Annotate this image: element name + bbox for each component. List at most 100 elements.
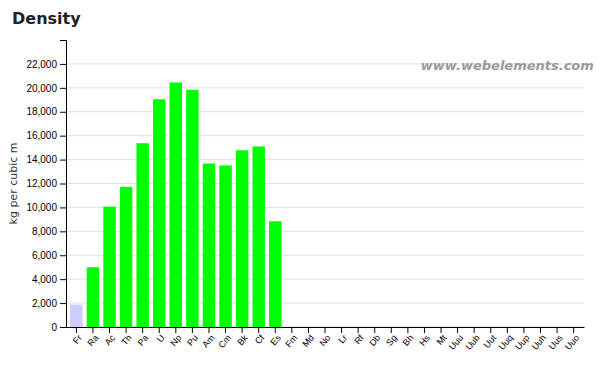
- tick-label: Uuu: [447, 333, 465, 352]
- tick-label: Np: [168, 333, 183, 348]
- tick-mark: [507, 327, 508, 333]
- tick-mark: [424, 327, 425, 333]
- tick-label: Uub: [464, 333, 482, 352]
- tick-label: 2,000: [32, 298, 57, 309]
- tick-mark: [407, 327, 408, 333]
- tick-label: 14,000: [26, 154, 57, 165]
- tick-label: Uuh: [530, 333, 548, 352]
- tick-mark: [242, 327, 243, 333]
- tick-label: 12,000: [26, 178, 57, 189]
- tick: 12,000: [26, 178, 66, 189]
- grid-line: [66, 111, 584, 112]
- tick: No: [318, 327, 333, 348]
- tick-mark: [60, 160, 66, 161]
- tick: Rf: [352, 327, 366, 346]
- bar: [302, 327, 314, 328]
- tick: Np: [168, 327, 183, 348]
- tick: 22,000: [26, 59, 66, 70]
- bar: [153, 99, 165, 327]
- bar: [369, 327, 381, 328]
- tick-mark: [358, 327, 359, 333]
- tick: Uub: [464, 327, 482, 352]
- tick: Fm: [283, 327, 299, 349]
- tick-mark: [92, 327, 93, 333]
- tick-label: No: [318, 333, 333, 348]
- tick-mark: [291, 327, 292, 333]
- grid-line: [66, 87, 584, 88]
- bar: [103, 207, 115, 327]
- bar: [236, 150, 248, 327]
- tick-label: Fr: [71, 333, 84, 346]
- grid-line: [66, 135, 584, 136]
- tick: Uuh: [530, 327, 548, 352]
- bar: [418, 327, 430, 328]
- tick: Uuq: [497, 327, 515, 352]
- tick-mark: [308, 327, 309, 333]
- tick-mark: [523, 327, 524, 333]
- tick-label: Pu: [185, 333, 200, 348]
- tick-mark: [258, 327, 259, 333]
- y-axis: 02,0004,0006,0008,00010,00012,00014,0001…: [26, 41, 66, 333]
- tick: Lr: [336, 327, 349, 345]
- chart: FrRaAcThPaUNpPuAmCmBkCfEsFmMdNoLrRfDbSgB…: [0, 0, 600, 371]
- tick-label: Es: [268, 332, 283, 347]
- tick-mark: [573, 327, 574, 333]
- tick-label: Sg: [384, 333, 399, 348]
- tick: Uuu: [447, 327, 465, 352]
- axis-line: [60, 41, 67, 328]
- bar: [136, 143, 148, 327]
- tick-label: Uuo: [563, 333, 581, 352]
- tick: Pa: [136, 327, 151, 348]
- tick: 16,000: [26, 130, 66, 141]
- bar: [534, 327, 546, 328]
- bar: [435, 327, 447, 328]
- tick-label: 0: [51, 322, 57, 333]
- tick-mark: [225, 327, 226, 333]
- tick-mark: [60, 64, 66, 65]
- tick-label: Fm: [283, 333, 299, 349]
- tick-mark: [490, 327, 491, 333]
- bar: [567, 327, 579, 328]
- tick-mark: [275, 327, 276, 333]
- tick-mark: [126, 327, 127, 333]
- tick-mark: [325, 327, 326, 333]
- bar: [186, 90, 198, 327]
- tick-mark: [457, 327, 458, 333]
- bar: [120, 187, 132, 327]
- bar: [385, 327, 397, 328]
- bar: [70, 305, 82, 327]
- tick-mark: [60, 279, 66, 280]
- tick-label: 10,000: [26, 202, 57, 213]
- tick-mark: [208, 327, 209, 333]
- tick-mark: [540, 327, 541, 333]
- tick: Bh: [401, 327, 416, 348]
- tick: Fr: [71, 327, 84, 346]
- tick: Mt: [435, 327, 449, 347]
- tick-label: Cm: [216, 333, 233, 350]
- tick-mark: [76, 327, 77, 333]
- tick-label: Uup: [513, 333, 531, 352]
- tick: Am: [200, 327, 216, 350]
- bar: [551, 327, 563, 328]
- tick-label: Uut: [482, 332, 499, 350]
- tick: Es: [268, 327, 283, 347]
- tick-label: Ra: [85, 333, 100, 348]
- tick-label: U: [155, 333, 167, 344]
- tick-label: Rf: [352, 332, 366, 346]
- bar: [219, 165, 231, 327]
- tick: Uus: [547, 327, 565, 352]
- tick: 10,000: [26, 202, 66, 213]
- tick-mark: [60, 184, 66, 185]
- tick-label: 18,000: [26, 106, 57, 117]
- tick-label: Th: [119, 333, 133, 347]
- tick-label: Am: [200, 333, 216, 350]
- tick-label: Lr: [336, 333, 349, 346]
- tick-label: Pa: [136, 333, 151, 348]
- bar: [352, 327, 364, 328]
- tick-label: Uuq: [497, 333, 515, 352]
- tick: Md: [300, 327, 316, 349]
- bar: [518, 327, 530, 328]
- tick: 0: [51, 322, 66, 333]
- tick-label: Cf: [253, 332, 267, 346]
- tick-mark: [159, 327, 160, 333]
